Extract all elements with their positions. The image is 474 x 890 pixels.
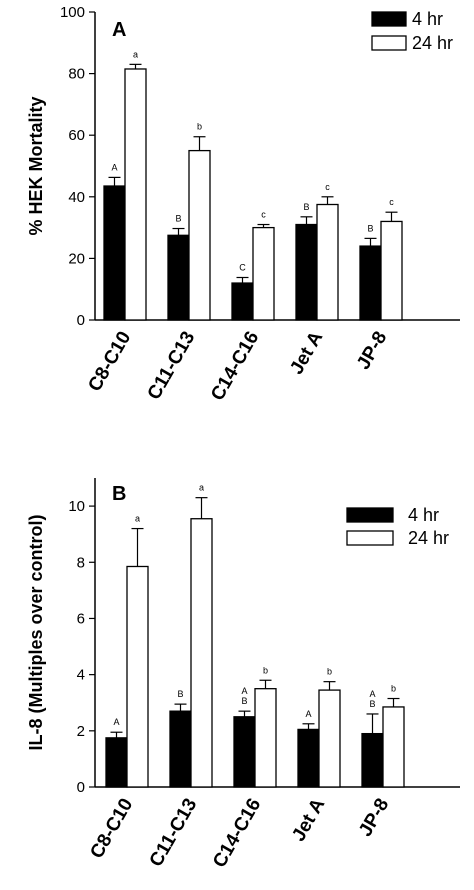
panel-a-y-tick-label: 80: [68, 66, 85, 83]
panel-a-bar: [103, 185, 126, 321]
panel-b-bar: [190, 518, 213, 788]
panel-b-bar: [382, 706, 405, 788]
panel-a-bar: [124, 68, 147, 321]
panel-a-y-tick-label: 0: [77, 312, 85, 329]
panel-b-category-label: JP-8: [355, 795, 393, 840]
panel-b-significance-label: B: [241, 696, 247, 706]
panel-a-significance-label: c: [261, 210, 266, 220]
panel-a-category-label: C11-C13: [144, 328, 200, 403]
panel-a-significance-label: B: [303, 202, 309, 212]
panel-b-legend-swatch: [346, 507, 394, 523]
panel-b-legend-label: 4 hr: [408, 505, 439, 525]
panel-a-bar: [188, 149, 211, 321]
panel-b-bar: [297, 728, 320, 788]
panel-a-y-tick-label: 20: [68, 250, 85, 267]
panel-a-category-label: JP-8: [353, 328, 391, 373]
panel-b-significance-label: a: [135, 514, 140, 524]
panel-a-legend-swatch: [371, 35, 407, 51]
panel-a-bar: [167, 234, 190, 321]
panel-a-bar: [316, 203, 339, 321]
panel-b-y-tick-label: 10: [68, 498, 85, 515]
panel-b-significance-label: A: [305, 709, 311, 719]
panel-b-y-tick-label: 6: [77, 610, 85, 627]
panel-b-y-axis-label: IL-8 (Multiples over control): [26, 514, 46, 750]
panel-a-y-tick-label: 40: [68, 189, 85, 206]
panel-b-category-label: Jet A: [288, 795, 329, 845]
panel-b-bar: [169, 710, 192, 788]
panel-b-y-tick-label: 0: [77, 779, 85, 796]
panel-b-significance-label: A: [113, 717, 119, 727]
panel-b-significance-label: b: [263, 665, 268, 675]
panel-b-y-tick-label: 4: [77, 667, 85, 684]
panel-a-bar: [231, 282, 254, 321]
panel-a-significance-label: c: [389, 197, 394, 207]
panel-a-legend-label: 24 hr: [412, 33, 453, 53]
panel-b-bar: [105, 737, 128, 788]
panel-b-bar: [233, 716, 256, 788]
panel-a-y-tick-label: 60: [68, 127, 85, 144]
panel-a-y-axis-label: % HEK Mortality: [26, 96, 46, 235]
panel-a-bar: [295, 223, 318, 321]
panel-a-y-tick-label: 100: [60, 4, 85, 21]
panel-b-y-tick-label: 8: [77, 554, 85, 571]
panel-b-category-label: C14-C16: [209, 795, 265, 871]
panel-b-category-label: C8-C10: [86, 795, 137, 862]
panel-b-y-tick-label: 2: [77, 723, 85, 740]
panel-b-significance-label: A: [241, 686, 247, 696]
panel-b-significance-label: A: [369, 689, 375, 699]
panel-a-category-label: C8-C10: [84, 328, 135, 395]
panel-b-significance-label: a: [199, 483, 204, 493]
panel-a-significance-label: B: [175, 214, 181, 224]
panel-b-letter: B: [112, 483, 126, 505]
panel-a-letter: A: [112, 19, 126, 41]
panel-a-legend-swatch: [371, 11, 407, 27]
panel-b-bar: [254, 688, 277, 788]
panel-a-significance-label: a: [133, 49, 138, 59]
panel-a-bar: [380, 220, 403, 321]
panel-a-category-label: Jet A: [286, 328, 327, 378]
panel-a-significance-label: c: [325, 182, 330, 192]
panel-a-category-label: C14-C16: [207, 328, 263, 404]
panel-a-significance-label: B: [367, 223, 373, 233]
panel-a-chart: 0 20 40 60 80 100 % HEK Mortality A Aa C8-C10 Bb C1…: [26, 4, 460, 404]
panel-b-bar: [318, 689, 341, 788]
panel-a-significance-label: b: [197, 122, 202, 132]
panel-a-legend-label: 4 hr: [412, 9, 443, 29]
panel-a-significance-label: A: [111, 162, 117, 172]
panel-b-legend-label: 24 hr: [408, 528, 449, 548]
panel-b-significance-label: B: [369, 699, 375, 709]
panel-b-category-label: C11-C13: [146, 795, 202, 870]
panel-b-bar: [126, 565, 149, 788]
panel-b-significance-label: b: [391, 684, 396, 694]
panel-b-significance-label: b: [327, 667, 332, 677]
panel-b-bar: [361, 732, 384, 788]
panel-b-legend-swatch: [346, 530, 394, 546]
panel-b-significance-label: B: [177, 689, 183, 699]
panel-a-bar: [359, 245, 382, 321]
panel-a-significance-label: C: [239, 262, 246, 272]
panel-a-bar: [252, 226, 275, 321]
